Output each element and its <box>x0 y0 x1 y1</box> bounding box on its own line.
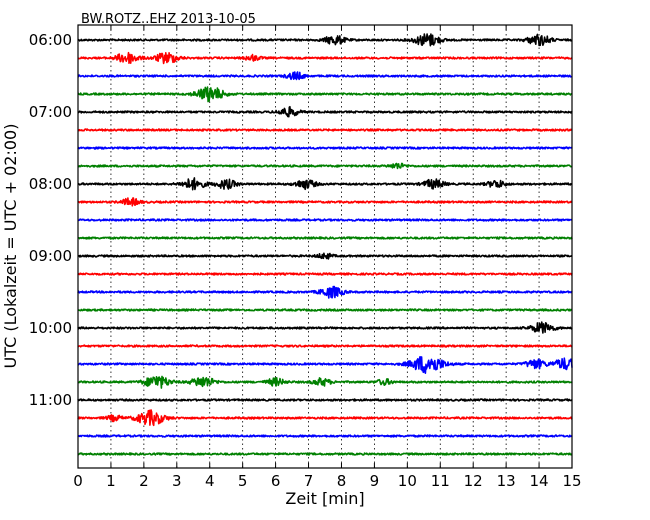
seismic-trace <box>77 146 573 150</box>
seismic-trace <box>77 197 573 207</box>
x-axis-title: Zeit [min] <box>285 489 364 508</box>
x-tick-label: 5 <box>238 472 248 490</box>
x-tick-label: 13 <box>497 472 516 490</box>
x-tick-label: 6 <box>271 472 281 490</box>
seismic-traces <box>77 33 573 456</box>
seismic-trace <box>77 33 573 47</box>
y-axis-ticks: 06:00 07:00 08:00 09:00 10:00 11:00 <box>29 31 572 409</box>
seismic-trace <box>77 308 573 312</box>
seismic-trace <box>77 236 573 240</box>
y-tick-label: 06:00 <box>29 31 72 49</box>
seismic-trace <box>77 272 573 276</box>
x-tick-label: 8 <box>337 472 347 490</box>
x-tick-label: 12 <box>464 472 483 490</box>
seismic-trace <box>77 452 573 456</box>
y-tick-label: 11:00 <box>29 391 72 409</box>
x-axis-ticks: 0 1 2 3 4 5 6 7 8 9 10 11 12 13 14 15 <box>73 25 582 490</box>
seismic-trace <box>77 375 573 389</box>
x-tick-label: 9 <box>370 472 380 490</box>
seismic-trace <box>77 105 573 118</box>
vertical-grid <box>110 25 540 468</box>
plot-frame <box>77 24 573 469</box>
seismic-trace <box>77 162 573 170</box>
seismic-trace <box>77 86 573 103</box>
seismic-trace <box>77 218 573 222</box>
x-tick-label: 0 <box>73 472 83 490</box>
y-tick-label: 08:00 <box>29 175 72 193</box>
seismic-trace <box>77 356 573 374</box>
x-tick-label: 15 <box>562 472 581 490</box>
seismic-trace <box>77 285 573 299</box>
x-tick-label: 4 <box>205 472 215 490</box>
x-tick-label: 7 <box>304 472 314 490</box>
seismic-trace <box>77 177 573 191</box>
y-tick-label: 10:00 <box>29 319 72 337</box>
y-tick-label: 09:00 <box>29 247 72 265</box>
seismic-trace <box>77 321 573 334</box>
x-tick-label: 10 <box>398 472 417 490</box>
y-tick-label: 07:00 <box>29 103 72 121</box>
x-tick-label: 14 <box>530 472 549 490</box>
x-tick-label: 2 <box>139 472 149 490</box>
x-tick-label: 11 <box>431 472 450 490</box>
chart-title: BW.ROTZ..EHZ 2013-10-05 <box>81 12 256 27</box>
seismic-trace <box>77 51 573 65</box>
seismic-trace <box>77 409 573 427</box>
y-axis-title: UTC (Lokalzeit = UTC + 02:00) <box>1 124 20 369</box>
seismic-trace <box>77 398 573 402</box>
x-tick-label: 1 <box>106 472 116 490</box>
x-tick-label: 3 <box>172 472 182 490</box>
seismic-trace <box>77 344 573 348</box>
seismic-trace <box>77 71 573 81</box>
seismic-trace <box>77 128 573 132</box>
seismic-trace <box>77 252 573 260</box>
seismic-trace <box>77 434 573 438</box>
